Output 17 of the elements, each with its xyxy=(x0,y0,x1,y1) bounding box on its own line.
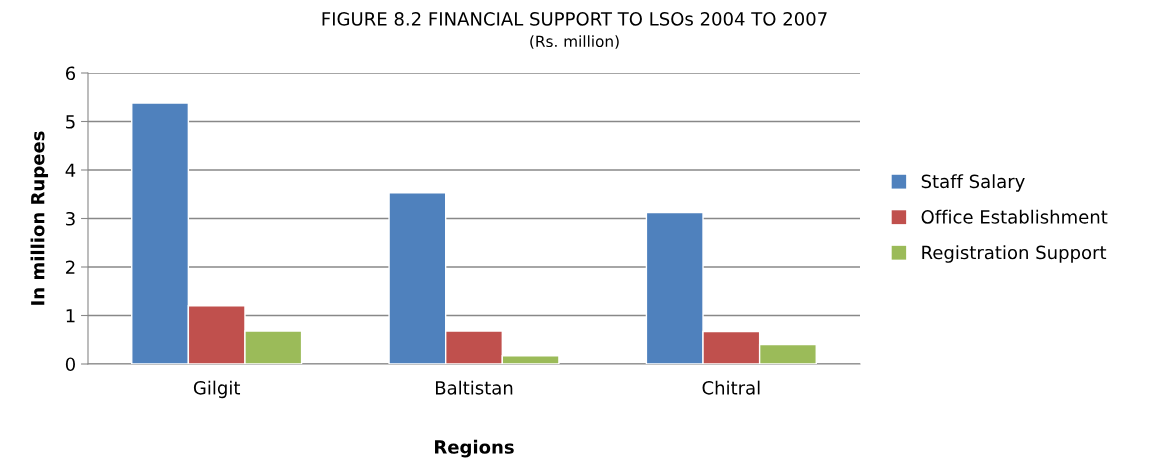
y-tick-label: 1 xyxy=(66,309,75,323)
chart-title: FIGURE 8.2 FINANCIAL SUPPORT TO LSOs 2004 TO 2007 xyxy=(322,12,827,26)
legend-label: Staff Salary xyxy=(921,174,1025,192)
y-tick-label: 3 xyxy=(66,211,75,226)
legend-label: Office Establishment xyxy=(921,209,1108,224)
x-tick-label: Gilgit xyxy=(193,380,241,399)
y-tick-label: 4 xyxy=(65,163,76,177)
x-tick-label: Baltistan xyxy=(435,380,513,395)
y-tick-label: 0 xyxy=(65,357,75,372)
chart-subtitle: (Rs. million) xyxy=(530,35,619,49)
legend-label: Registration Support xyxy=(922,245,1107,263)
y-axis-title: In million Rupees xyxy=(30,131,49,305)
y-tick-label: 2 xyxy=(66,260,75,274)
x-axis-title: Regions xyxy=(435,439,514,458)
y-tick-label: 5 xyxy=(66,115,75,129)
x-tick-label: Chitral xyxy=(702,380,760,395)
y-tick-label: 6 xyxy=(65,66,76,81)
